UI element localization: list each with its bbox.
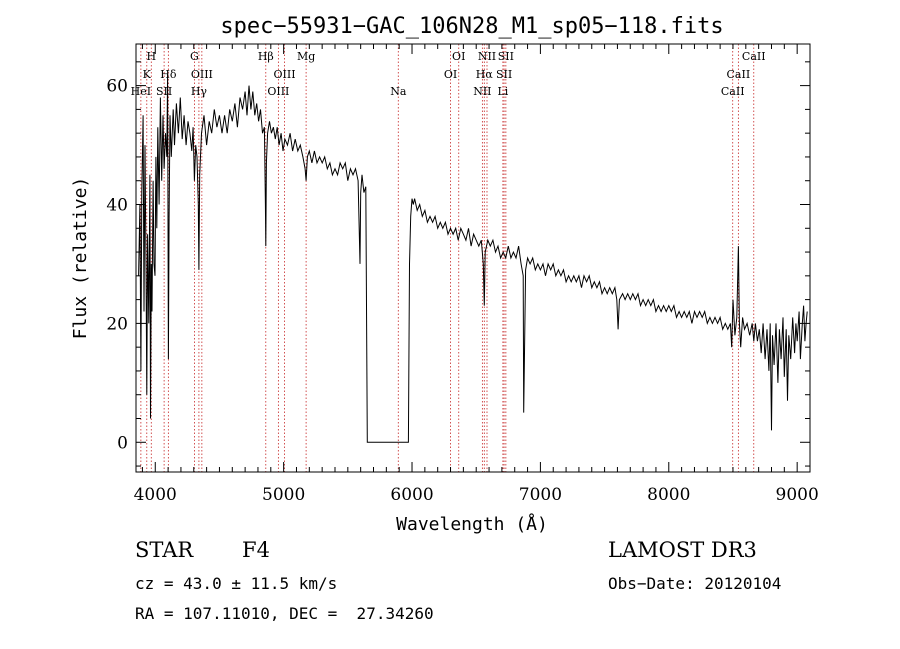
axis-ticks (136, 44, 811, 472)
plot-frame (135, 43, 811, 473)
y-tick-label: 20 (106, 314, 128, 334)
y-tick-labels: 0 20 40 60 (106, 77, 128, 454)
redshift-cz: cz = 43.0 ± 11.5 km/s (135, 574, 338, 593)
x-tick-label: 8000 (647, 485, 690, 505)
line-label: G (190, 50, 199, 63)
line-label: OIII (191, 68, 213, 81)
line-label: NII (478, 50, 496, 63)
y-axis-label: Flux (relative) (70, 177, 91, 340)
line-label: SII (496, 68, 512, 81)
line-label: CaII (721, 85, 745, 98)
x-tick-labels: 4000 5000 6000 7000 8000 9000 (134, 485, 819, 505)
y-tick-label: 40 (106, 196, 128, 216)
object-class: STAR (135, 538, 194, 562)
line-label: Hβ (258, 50, 274, 63)
line-label: Hδ (160, 68, 177, 81)
line-label: H (146, 50, 156, 63)
line-label: OI (452, 50, 465, 63)
y-tick-label: 0 (117, 433, 128, 453)
line-label: OIII (274, 68, 296, 81)
line-label: CaII (742, 50, 766, 63)
line-label: SII (498, 50, 514, 63)
line-label: Na (390, 85, 407, 98)
line-label: CaII (727, 68, 751, 81)
line-label: NII (473, 85, 491, 98)
x-tick-label: 5000 (262, 485, 305, 505)
line-label: K (143, 68, 152, 81)
line-label: HeI (131, 85, 151, 98)
x-tick-label: 9000 (776, 485, 819, 505)
x-tick-label: 4000 (134, 485, 177, 505)
ra-dec: RA = 107.11010, DEC = 27.34260 (135, 604, 434, 623)
y-tick-label: 60 (106, 77, 128, 97)
line-label: OI (444, 68, 457, 81)
x-axis-label: Wavelength (Å) (396, 513, 548, 535)
spectral-line-markers (140, 44, 755, 472)
chart-title: spec−55931−GAC_106N28_M1_sp05−118.fits (220, 14, 723, 39)
object-subclass: F4 (242, 538, 270, 562)
x-tick-label: 7000 (519, 485, 562, 505)
x-tick-label: 6000 (390, 485, 433, 505)
line-label: Li (497, 85, 508, 98)
line-label: Hα (476, 68, 494, 81)
spectrum-line (138, 73, 808, 443)
line-label: Hγ (191, 85, 208, 98)
line-label: SII (156, 85, 172, 98)
line-label: Mg (297, 50, 315, 63)
line-label: OIII (267, 85, 289, 98)
observation-date: Obs−Date: 20120104 (608, 574, 782, 593)
survey-name: LAMOST DR3 (608, 538, 757, 562)
